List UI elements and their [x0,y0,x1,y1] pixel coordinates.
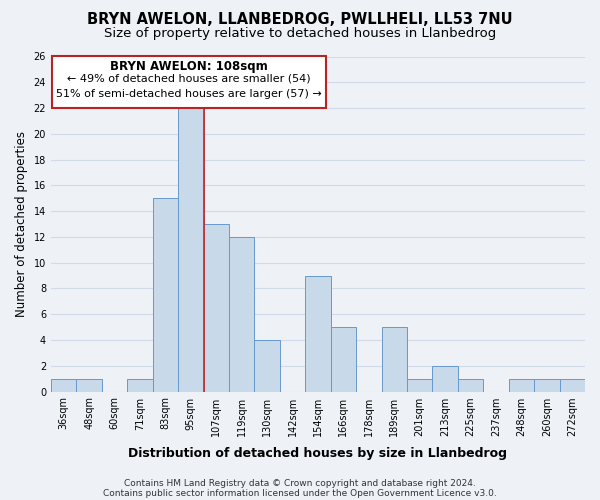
Bar [433,366,458,392]
Bar [382,327,407,392]
Bar [178,108,203,392]
Bar [331,327,356,392]
Bar [229,237,254,392]
Text: 51% of semi-detached houses are larger (57) →: 51% of semi-detached houses are larger (… [56,88,322,99]
Y-axis label: Number of detached properties: Number of detached properties [15,131,28,317]
Bar [51,378,76,392]
Text: BRYN AWELON, LLANBEDROG, PWLLHELI, LL53 7NU: BRYN AWELON, LLANBEDROG, PWLLHELI, LL53 … [87,12,513,28]
Bar [534,378,560,392]
Bar [458,378,483,392]
Bar [509,378,534,392]
Bar [254,340,280,392]
Text: Contains public sector information licensed under the Open Government Licence v3: Contains public sector information licen… [103,488,497,498]
Bar [127,378,152,392]
Bar [76,378,102,392]
Text: Contains HM Land Registry data © Crown copyright and database right 2024.: Contains HM Land Registry data © Crown c… [124,478,476,488]
X-axis label: Distribution of detached houses by size in Llanbedrog: Distribution of detached houses by size … [128,447,508,460]
Bar [52,56,326,108]
Text: BRYN AWELON: 108sqm: BRYN AWELON: 108sqm [110,60,268,74]
Bar [305,276,331,392]
Bar [560,378,585,392]
Bar [152,198,178,392]
Text: ← 49% of detached houses are smaller (54): ← 49% of detached houses are smaller (54… [67,74,311,84]
Bar [407,378,433,392]
Text: Size of property relative to detached houses in Llanbedrog: Size of property relative to detached ho… [104,28,496,40]
Bar [203,224,229,392]
